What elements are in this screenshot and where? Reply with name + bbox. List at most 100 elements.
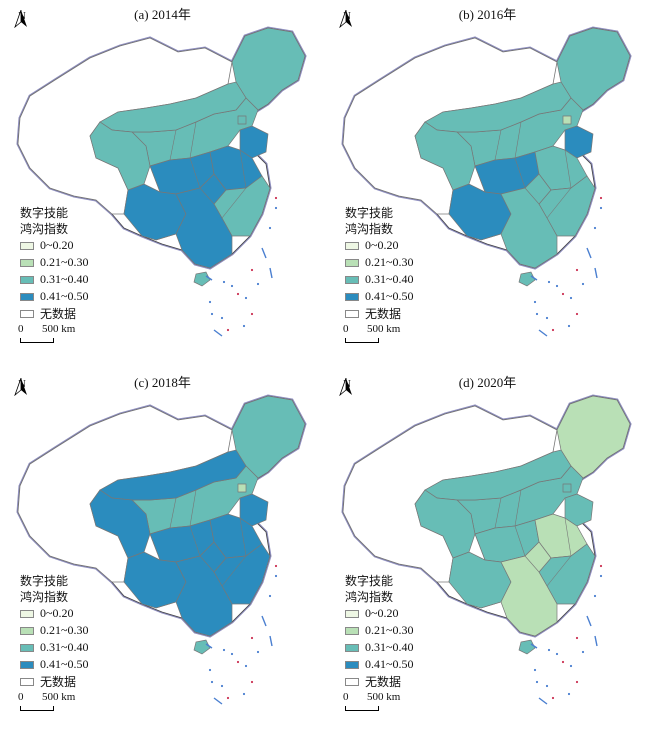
island-dot — [244, 296, 248, 300]
legend-item: 无数据 — [20, 305, 89, 322]
legend-swatch — [20, 626, 34, 635]
island-dot — [575, 268, 579, 272]
scale-bar: 0 500 km — [18, 323, 138, 347]
legend-swatch — [345, 643, 359, 652]
legend-swatch — [345, 309, 359, 318]
legend-swatch — [20, 258, 34, 267]
island-dot — [242, 692, 246, 696]
province-border — [189, 157, 201, 189]
legend-swatch — [345, 292, 359, 301]
legend-label: 0.41~0.50 — [365, 289, 414, 303]
island-dot — [230, 284, 234, 288]
legend-item: 0.21~0.30 — [20, 254, 89, 271]
island-dot — [220, 316, 224, 320]
scale-line — [20, 706, 54, 711]
province-border — [169, 497, 177, 529]
scale-zero: 0 — [18, 323, 24, 335]
legend-label: 0~0.20 — [365, 238, 399, 252]
region-hainan — [193, 639, 211, 655]
scale-distance: 500 km — [367, 691, 401, 703]
legend-swatch — [20, 660, 34, 669]
island-dot — [226, 328, 230, 332]
region-qinghai-area — [89, 121, 151, 191]
panel-title: (c) 2018年 — [134, 375, 191, 390]
panel-title: (d) 2020年 — [458, 375, 517, 390]
scale-zero: 0 — [18, 691, 24, 703]
north-arrow-icon — [14, 10, 27, 28]
province-border — [149, 165, 161, 193]
north-arrow-icon — [14, 378, 27, 396]
legend-item: 0.41~0.50 — [345, 656, 414, 673]
legend-item: 0.21~0.30 — [345, 254, 414, 271]
island-dot — [535, 312, 539, 316]
island-dot — [599, 196, 603, 200]
legend-item: 0.41~0.50 — [20, 656, 89, 673]
legend-item: 0~0.20 — [345, 605, 414, 622]
china-map — [16, 394, 307, 705]
island-dot — [555, 284, 559, 288]
region-hainan — [518, 639, 536, 655]
legend-item: 0.41~0.50 — [20, 288, 89, 305]
region-shandong — [564, 493, 594, 527]
legend-swatch — [345, 275, 359, 284]
province-border — [546, 187, 572, 219]
island-dot — [274, 574, 278, 578]
island-dot — [561, 292, 565, 296]
north-arrow: N — [14, 378, 30, 396]
island-dot — [274, 564, 278, 568]
legend-item: 0.41~0.50 — [345, 288, 414, 305]
region-shandong — [239, 493, 269, 527]
island-dot — [545, 316, 549, 320]
region-qinghai-area — [414, 489, 476, 559]
region-qinghai-area — [414, 121, 476, 191]
legend-swatch — [345, 677, 359, 686]
region-inner-mongolia — [99, 81, 247, 133]
island-dot — [551, 328, 555, 332]
province-border — [514, 157, 526, 189]
north-arrow: N — [339, 10, 355, 28]
island-dot — [569, 296, 573, 300]
scale-bar: 0 500 km — [18, 691, 138, 715]
province-border — [480, 233, 502, 241]
boundary-dash — [213, 697, 223, 705]
boundary-dash — [538, 697, 548, 705]
province-border — [189, 121, 197, 159]
province-border — [514, 121, 522, 159]
island-dot — [575, 312, 579, 316]
island-dot — [569, 664, 573, 668]
island-dot — [599, 564, 603, 568]
island-dot — [210, 680, 214, 684]
province-border — [155, 601, 177, 609]
legend-label: 0.41~0.50 — [40, 289, 89, 303]
island-dot — [250, 636, 254, 640]
island-dot — [250, 312, 254, 316]
province-border — [494, 497, 502, 529]
north-arrow: N — [14, 10, 30, 28]
island-dot — [535, 680, 539, 684]
island-dot — [533, 668, 537, 672]
legend-item: 0.31~0.40 — [345, 639, 414, 656]
boundary-dash — [530, 643, 538, 649]
legend-swatch — [345, 258, 359, 267]
island-dot — [581, 650, 585, 654]
legend-label: 0.31~0.40 — [365, 640, 414, 654]
boundary-dash — [261, 615, 267, 627]
legend-item: 0~0.20 — [20, 237, 89, 254]
boundary-dash — [586, 247, 592, 259]
region-south — [175, 173, 233, 269]
boundary-dash — [213, 329, 223, 337]
island-dot — [222, 280, 226, 284]
legend-label: 0.31~0.40 — [365, 272, 414, 286]
island-dot — [220, 684, 224, 688]
legend-label: 0.21~0.30 — [365, 623, 414, 637]
boundary-dash — [586, 615, 592, 627]
legend-label: 0.21~0.30 — [40, 623, 89, 637]
legend-label: 0.41~0.50 — [365, 657, 414, 671]
legend-item: 0.31~0.40 — [345, 271, 414, 288]
boundary-dash — [269, 635, 273, 647]
legend-swatch — [345, 241, 359, 250]
province-border — [221, 555, 247, 587]
region-shandong — [239, 125, 269, 159]
